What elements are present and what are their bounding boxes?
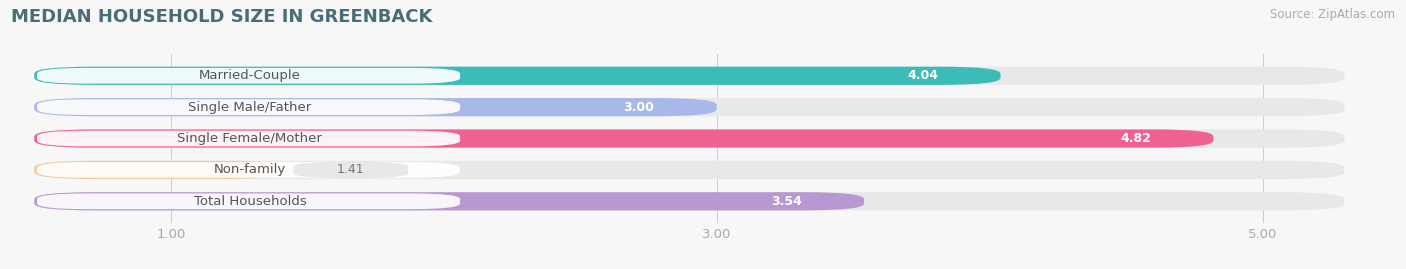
FancyBboxPatch shape [37,68,460,84]
FancyBboxPatch shape [34,192,865,210]
FancyBboxPatch shape [294,162,408,178]
FancyBboxPatch shape [34,98,1344,116]
FancyBboxPatch shape [725,193,848,209]
Text: Single Female/Mother: Single Female/Mother [177,132,322,145]
Text: Non-family: Non-family [214,164,285,176]
FancyBboxPatch shape [578,99,700,115]
FancyBboxPatch shape [1074,131,1197,146]
Text: 3.54: 3.54 [770,195,801,208]
FancyBboxPatch shape [34,192,1344,210]
Text: 1.41: 1.41 [337,164,364,176]
FancyBboxPatch shape [37,193,460,209]
Text: 4.82: 4.82 [1121,132,1152,145]
FancyBboxPatch shape [34,129,1344,148]
Text: 3.00: 3.00 [623,101,654,114]
Text: Married-Couple: Married-Couple [200,69,301,82]
FancyBboxPatch shape [34,129,1213,148]
FancyBboxPatch shape [34,161,283,179]
Text: MEDIAN HOUSEHOLD SIZE IN GREENBACK: MEDIAN HOUSEHOLD SIZE IN GREENBACK [11,8,433,26]
FancyBboxPatch shape [37,99,460,115]
Text: Total Households: Total Households [194,195,307,208]
FancyBboxPatch shape [34,98,717,116]
FancyBboxPatch shape [37,162,460,178]
FancyBboxPatch shape [862,68,984,84]
Text: Single Male/Father: Single Male/Father [188,101,312,114]
FancyBboxPatch shape [37,131,460,146]
FancyBboxPatch shape [34,67,1001,85]
Text: 4.04: 4.04 [907,69,938,82]
Text: Source: ZipAtlas.com: Source: ZipAtlas.com [1270,8,1395,21]
FancyBboxPatch shape [34,67,1344,85]
FancyBboxPatch shape [34,161,1344,179]
